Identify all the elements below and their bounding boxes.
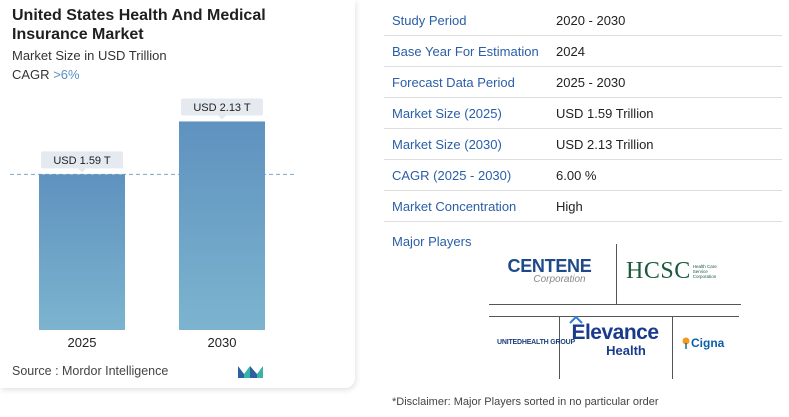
hcsc-logo: HCSC Health Care Service Corporation — [626, 258, 736, 285]
cigna-logo: Cigna — [681, 336, 724, 350]
table-row: Forecast Data Period 2025 - 2030 — [384, 67, 782, 98]
chart-subtitle: Market Size in USD Trillion — [12, 48, 167, 63]
grid-divider — [489, 316, 739, 317]
source-note: Source : Mordor Intelligence — [12, 364, 169, 378]
row-value: USD 2.13 Trillion — [556, 136, 654, 152]
grid-divider — [489, 304, 741, 305]
cigna-tree-icon — [682, 337, 690, 349]
row-value: 6.00 % — [556, 167, 597, 183]
data-label-pointer — [218, 115, 226, 120]
table-row: Market Size (2025) USD 1.59 Trillion — [384, 98, 782, 129]
cigna-logo-main: Cigna — [691, 336, 725, 350]
centene-logo-sub: Corporation — [533, 274, 586, 285]
major-players-grid: CENTENE Corporation HCSC Health Care Ser… — [384, 244, 782, 379]
row-value: USD 1.59 Trillion — [556, 105, 654, 121]
data-label: USD 2.13 T — [193, 102, 251, 114]
chart-title: United States Health And Medical Insuran… — [12, 7, 266, 43]
row-value: 2020 - 2030 — [556, 12, 626, 28]
cagr-summary: CAGR >6% — [12, 67, 80, 82]
data-label: USD 1.59 T — [53, 155, 111, 167]
row-value: High — [556, 198, 583, 214]
elevance-chevron-icon — [569, 316, 583, 324]
row-key: Market Size (2030) — [392, 136, 502, 152]
x-tick-label: 2030 — [208, 335, 237, 350]
data-label-pointer — [78, 168, 86, 173]
centene-logo-main: CENTENE — [507, 256, 592, 276]
data-label-box — [181, 98, 263, 116]
chart-card: United States Health And Medical Insuran… — [0, 0, 355, 388]
bar-chart: USD 1.59 T 2025 USD 2.13 T 2030 — [10, 98, 295, 350]
data-label-box — [41, 151, 123, 169]
bar-2030 — [179, 121, 265, 330]
table-row: Market Size (2030) USD 2.13 Trillion — [384, 129, 782, 160]
table-row: Study Period 2020 - 2030 — [384, 5, 782, 36]
disclaimer-note: *Disclaimer: Major Players sorted in no … — [392, 396, 659, 408]
hcsc-logo-main: HCSC — [626, 258, 691, 284]
bar-2025 — [39, 174, 125, 330]
unitedhealth-logo: UNITEDHEALTH GROUP — [497, 339, 575, 346]
cagr-value: >6% — [53, 67, 80, 82]
grid-divider — [616, 244, 617, 304]
elevance-logo-sub: Health — [606, 343, 646, 358]
row-key: CAGR (2025 - 2030) — [392, 167, 512, 183]
row-key: Forecast Data Period — [392, 74, 515, 90]
row-value: 2025 - 2030 — [556, 74, 626, 90]
grid-divider — [559, 316, 560, 379]
table-row: Base Year For Estimation 2024 — [384, 36, 782, 67]
row-key: Study Period — [392, 12, 467, 28]
market-summary-table: Study Period 2020 - 2030 Base Year For E… — [384, 5, 782, 222]
grid-divider — [672, 316, 673, 379]
row-key: Market Concentration — [392, 198, 517, 214]
elevance-logo: Elevance Health — [567, 316, 663, 358]
major-players-label: Major Players — [392, 234, 472, 249]
table-row: Market Concentration High — [384, 191, 782, 222]
row-key: Base Year For Estimation — [392, 43, 539, 59]
row-key: Market Size (2025) — [392, 105, 502, 121]
cagr-label: CAGR — [12, 67, 50, 82]
elevance-logo-main: Elevance — [571, 321, 659, 344]
hcsc-logo-sub: Health Care Service Corporation — [692, 264, 717, 279]
row-value: 2024 — [556, 43, 585, 59]
mordor-logo-icon — [238, 366, 263, 378]
table-row: CAGR (2025 - 2030) 6.00 % — [384, 160, 782, 191]
x-tick-label: 2025 — [68, 335, 97, 350]
centene-logo: CENTENE Corporation — [502, 256, 597, 285]
